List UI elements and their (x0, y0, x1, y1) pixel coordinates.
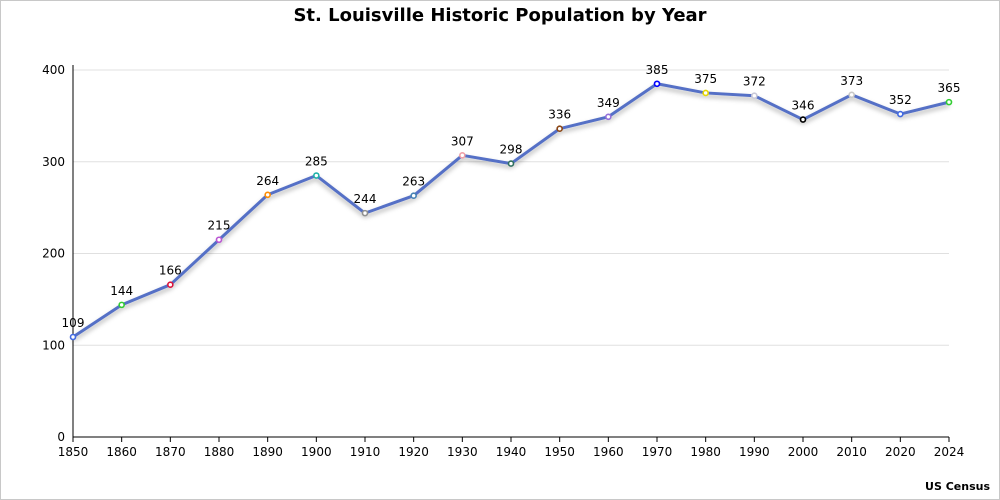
y-tick-label: 300 (42, 155, 65, 169)
data-point (361, 209, 369, 217)
data-point (118, 301, 125, 309)
x-tick-label: 2010 (836, 445, 867, 459)
x-tick-label: 1850 (58, 445, 89, 459)
data-point (605, 113, 612, 121)
x-tick-label: 1860 (106, 445, 137, 459)
data-point (897, 110, 904, 118)
x-tick-label: 2000 (788, 445, 819, 459)
x-tick-label: 2024 (934, 445, 965, 459)
data-label: 263 (402, 175, 425, 189)
x-tick-label: 1890 (252, 445, 283, 459)
data-point (507, 160, 515, 167)
data-label: 298 (500, 143, 523, 157)
x-tick-label: 1980 (690, 445, 721, 459)
data-label: 375 (694, 72, 717, 86)
data-point (945, 98, 953, 106)
y-tick-label: 200 (42, 247, 65, 261)
x-tick-label: 1950 (544, 445, 575, 459)
data-label: 144 (110, 284, 133, 298)
x-tick-label: 1960 (593, 445, 624, 459)
data-label: 385 (646, 63, 669, 77)
data-point (556, 125, 563, 133)
data-point (313, 172, 320, 179)
data-label: 365 (938, 81, 961, 95)
data-label: 349 (597, 96, 620, 110)
x-tick-label: 1910 (350, 445, 381, 459)
data-point (167, 281, 174, 288)
data-label: 372 (743, 75, 766, 89)
data-label: 373 (840, 74, 863, 88)
x-tick-label: 1930 (447, 445, 478, 459)
data-point (799, 116, 807, 123)
data-label: 264 (256, 174, 279, 188)
data-label: 109 (62, 316, 85, 330)
data-point (215, 236, 223, 244)
data-point (459, 152, 466, 159)
data-label: 215 (208, 219, 231, 233)
x-tick-label: 1880 (204, 445, 235, 459)
data-point (410, 192, 417, 199)
x-tick-label: 1920 (398, 445, 429, 459)
data-label: 244 (354, 192, 377, 206)
y-tick-label: 400 (42, 63, 65, 77)
data-label: 346 (792, 99, 815, 113)
data-point (653, 80, 661, 88)
x-tick-label: 1970 (642, 445, 673, 459)
source-label: US Census (925, 480, 990, 493)
x-tick-label: 1900 (301, 445, 332, 459)
chart-title: St. Louisville Historic Population by Ye… (293, 5, 707, 26)
data-label: 352 (889, 93, 912, 107)
data-point (751, 92, 758, 99)
data-point (702, 89, 709, 97)
data-label: 336 (548, 108, 571, 122)
x-tick-label: 1870 (155, 445, 186, 459)
y-tick-label: 0 (57, 430, 65, 444)
data-label: 285 (305, 155, 328, 169)
x-tick-label: 1990 (739, 445, 770, 459)
x-tick-label: 2020 (885, 445, 916, 459)
data-point (69, 333, 77, 341)
data-point (264, 191, 271, 199)
y-tick-label: 100 (42, 338, 65, 352)
series-line (72, 82, 950, 339)
data-label: 166 (159, 264, 182, 278)
data-label: 307 (451, 134, 474, 148)
data-point (848, 91, 855, 99)
x-tick-label: 1940 (496, 445, 527, 459)
